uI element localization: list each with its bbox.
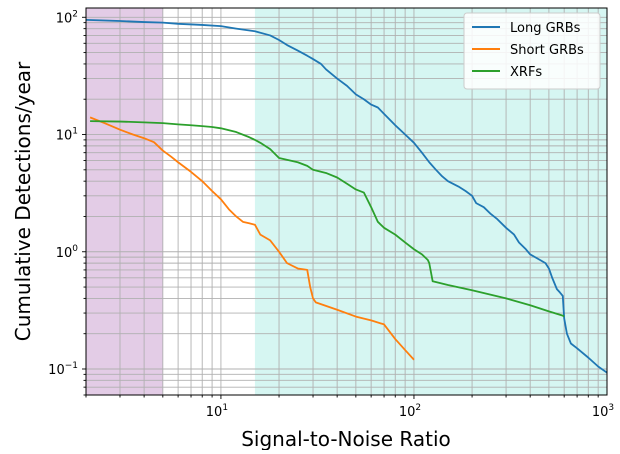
- axis-ticks: [82, 16, 599, 399]
- y-tick-label: 101: [56, 127, 78, 144]
- legend: Long GRBs Short GRBs XRFs: [463, 12, 601, 90]
- legend-label: Short GRBs: [510, 43, 584, 58]
- series-line: [86, 18, 607, 374]
- legend-label: XRFs: [510, 65, 542, 80]
- tick-labels: 101 102 103 10−1 100 101 102: [48, 9, 614, 420]
- series-line: [89, 116, 415, 361]
- x-tick-label: 101: [206, 403, 228, 420]
- y-tick-label: 10−1: [48, 361, 78, 378]
- y-tick-label: 100: [56, 244, 79, 261]
- series-lines: [86, 18, 607, 374]
- legend-label: Long GRBs: [510, 21, 581, 36]
- x-axis-label: Signal-to-Noise Ratio: [241, 427, 451, 450]
- x-tick-label: 102: [399, 403, 421, 420]
- series-line: [90, 120, 565, 318]
- shaded-region: [86, 8, 163, 395]
- x-tick-label: 103: [592, 403, 614, 420]
- plot-frame: [85, 7, 608, 396]
- y-axis-label: Cumulative Detections/year: [11, 61, 35, 341]
- y-tick-label: 102: [56, 9, 78, 26]
